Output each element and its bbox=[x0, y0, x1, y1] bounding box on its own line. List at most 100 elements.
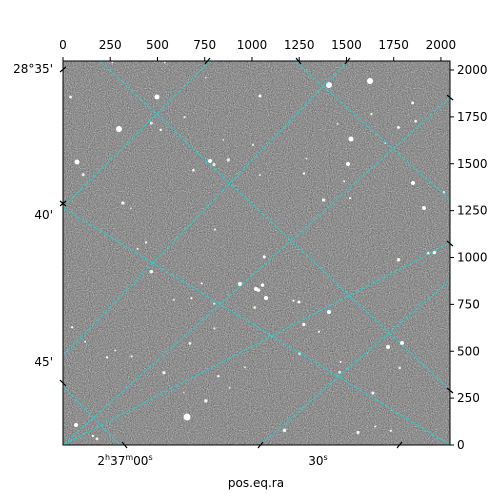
star bbox=[183, 116, 186, 119]
star bbox=[336, 122, 339, 125]
star bbox=[400, 341, 404, 345]
star bbox=[317, 330, 321, 333]
star bbox=[346, 162, 350, 166]
pixel-y-tick-label: 0 bbox=[457, 438, 465, 452]
pixel-y-tick-label: 1750 bbox=[457, 110, 488, 124]
star bbox=[144, 241, 148, 244]
star bbox=[116, 126, 122, 132]
dec-tick-label: 40' bbox=[34, 208, 53, 222]
pixel-x-tick-label: 1750 bbox=[378, 38, 409, 52]
star bbox=[426, 251, 430, 255]
world-tick bbox=[59, 379, 67, 387]
pixel-x-tick-label: 2000 bbox=[426, 38, 457, 52]
dec-axis-labels: 28°35' 40' 45' bbox=[13, 62, 53, 369]
star bbox=[348, 196, 352, 200]
star bbox=[305, 157, 308, 160]
star bbox=[338, 370, 342, 374]
star bbox=[264, 296, 268, 300]
grid-line bbox=[63, 385, 121, 445]
star bbox=[282, 428, 287, 433]
star bbox=[396, 125, 400, 129]
grid-line bbox=[63, 61, 211, 208]
star bbox=[389, 429, 392, 432]
world-tick bbox=[344, 57, 351, 65]
stars bbox=[69, 61, 446, 441]
star bbox=[222, 138, 225, 141]
star bbox=[69, 95, 73, 99]
pixel-y-tick-label: 250 bbox=[457, 391, 480, 405]
world-tick bbox=[59, 66, 67, 73]
star bbox=[258, 174, 261, 177]
star bbox=[396, 258, 401, 262]
star bbox=[302, 322, 306, 327]
ra-axis-labels: 2h37m00s 30s bbox=[97, 453, 327, 468]
star bbox=[154, 94, 160, 100]
pixel-x-tick-label: 1250 bbox=[284, 38, 315, 52]
world-tick bbox=[446, 94, 454, 101]
star bbox=[149, 269, 154, 274]
star bbox=[130, 355, 133, 358]
star bbox=[251, 143, 255, 147]
star bbox=[243, 366, 247, 369]
star bbox=[95, 437, 99, 441]
pixel-y-tick-label: 1500 bbox=[457, 157, 488, 171]
world-tick bbox=[59, 200, 67, 207]
star bbox=[149, 121, 153, 125]
world-tick bbox=[204, 57, 211, 65]
star bbox=[386, 345, 390, 349]
star bbox=[326, 82, 332, 88]
star bbox=[238, 282, 242, 286]
star bbox=[188, 341, 192, 345]
star bbox=[213, 327, 216, 330]
dec-tick-label: 45' bbox=[34, 355, 53, 369]
star bbox=[302, 172, 306, 175]
star bbox=[130, 207, 132, 210]
grid-line bbox=[63, 61, 349, 357]
star bbox=[321, 198, 326, 202]
world-tick bbox=[446, 240, 454, 247]
pixel-x-tick-label: 1500 bbox=[331, 38, 362, 52]
dec-tick-label: 28°35' bbox=[13, 62, 53, 76]
star bbox=[297, 300, 301, 304]
pixel-y-axis: 0 250 500 750 1000 1250 1500 1750 2000 bbox=[450, 63, 488, 452]
star bbox=[374, 425, 377, 428]
star bbox=[371, 391, 375, 395]
world-tick bbox=[446, 387, 454, 394]
star bbox=[163, 61, 166, 64]
star bbox=[74, 159, 80, 165]
star bbox=[190, 297, 193, 300]
star bbox=[121, 201, 125, 205]
star bbox=[292, 299, 295, 302]
star bbox=[422, 206, 426, 210]
star bbox=[70, 326, 74, 329]
star bbox=[260, 283, 265, 287]
world-tick bbox=[396, 441, 403, 449]
pixel-x-tick-label: 250 bbox=[99, 38, 122, 52]
star bbox=[367, 78, 373, 84]
star bbox=[258, 94, 262, 98]
ra-tick-label: 2h37m00s bbox=[97, 453, 152, 468]
plot-frame bbox=[62, 60, 451, 446]
star bbox=[81, 173, 85, 177]
pixel-y-tick-label: 1250 bbox=[457, 204, 488, 218]
star bbox=[84, 340, 87, 343]
star bbox=[212, 163, 216, 167]
pixel-y-tick-label: 2000 bbox=[457, 63, 488, 77]
star bbox=[348, 136, 354, 142]
star bbox=[228, 387, 231, 389]
star bbox=[414, 119, 417, 123]
x-axis-title: pos.eq.ra bbox=[228, 476, 284, 490]
star bbox=[192, 168, 195, 172]
star bbox=[253, 306, 257, 309]
grid-line bbox=[63, 97, 450, 445]
grid-line bbox=[99, 61, 450, 391]
world-tick bbox=[121, 441, 128, 449]
grid-line bbox=[63, 207, 450, 445]
image-noise bbox=[63, 61, 450, 445]
star bbox=[339, 360, 342, 363]
star bbox=[356, 430, 360, 435]
star bbox=[411, 101, 414, 105]
world-axis-ticks bbox=[59, 57, 454, 449]
star bbox=[327, 310, 331, 314]
